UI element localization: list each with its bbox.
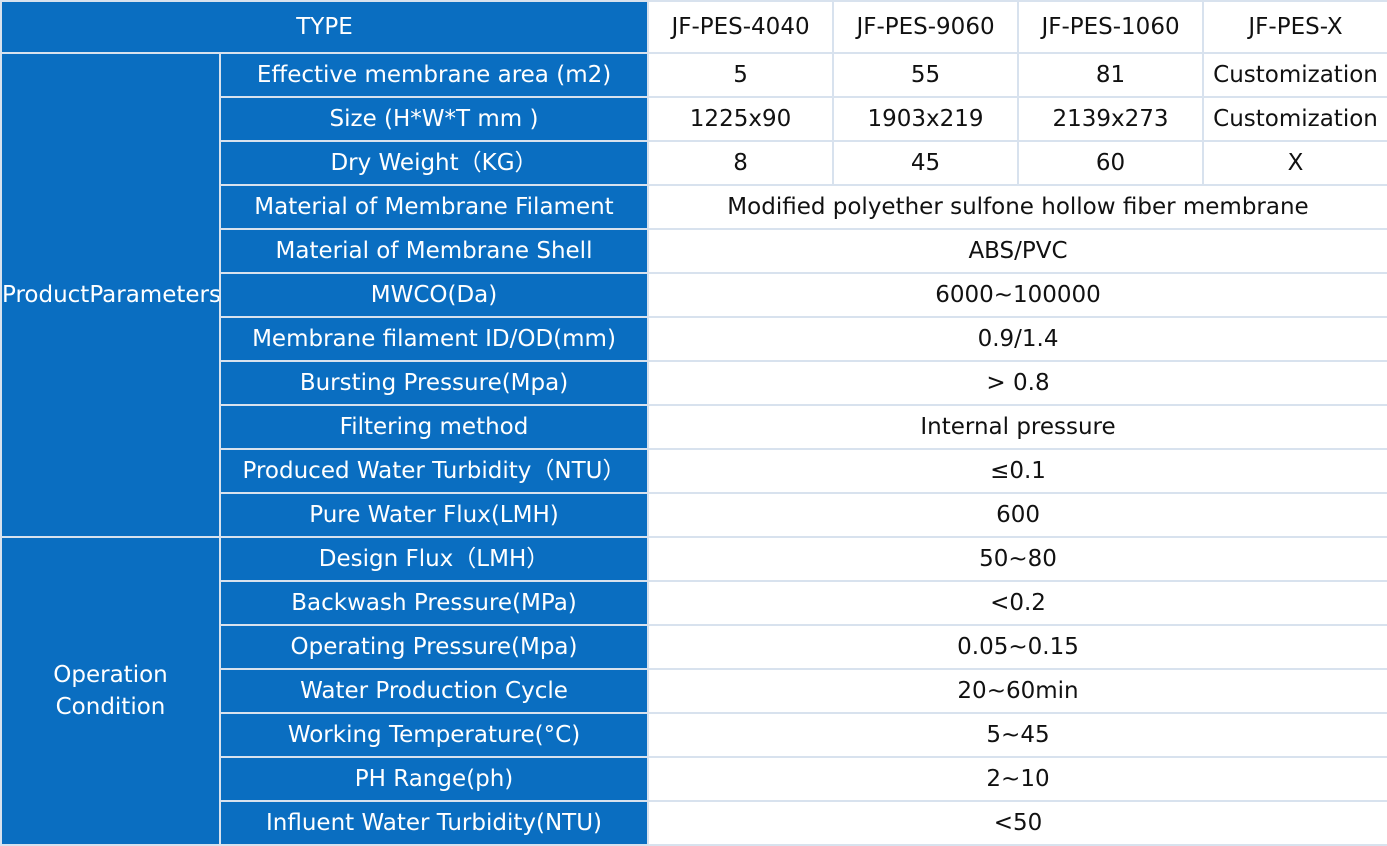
row-label: Effective membrane area (m2): [218, 52, 650, 98]
row-label: Working Temperature(°C): [218, 712, 650, 758]
value-cell: Internal pressure: [647, 404, 1387, 450]
value-cell: Customization: [1202, 52, 1387, 98]
group-label-line: Condition: [55, 694, 166, 720]
model-header-cell: JF-PES-X: [1202, 0, 1387, 54]
value-cell: 8: [647, 140, 835, 186]
model-header-cell: JF-PES-4040: [647, 0, 835, 54]
model-header-cell: JF-PES-1060: [1017, 0, 1205, 54]
value-cell: 2~10: [647, 756, 1387, 802]
value-cell: 1903x219: [832, 96, 1020, 142]
row-label: Operating Pressure(Mpa): [218, 624, 650, 670]
table-row: Dry Weight（KG） 8 45 60 X: [1, 140, 1387, 186]
value-cell: 0.05~0.15: [647, 624, 1387, 670]
row-label: Material of Membrane Shell: [218, 228, 650, 274]
row-label: Dry Weight（KG）: [218, 140, 650, 186]
table-row: Produced Water Turbidity（NTU） ≤0.1: [1, 448, 1387, 494]
row-label: PH Range(ph): [218, 756, 650, 802]
table-row: Material of Membrane Filament Modified p…: [1, 184, 1387, 230]
header-row: TYPE JF-PES-4040 JF-PES-9060 JF-PES-1060…: [0, 0, 1387, 54]
table-row: Working Temperature(°C) 5~45: [1, 712, 1387, 758]
table-row: ProductParameters Effective membrane are…: [0, 52, 1387, 538]
value-cell: > 0.8: [647, 360, 1387, 406]
table-row: Membrane filament ID/OD(mm) 0.9/1.4: [1, 316, 1387, 362]
row-label: Size (H*W*T mm ): [218, 96, 650, 142]
value-cell: Customization: [1202, 96, 1387, 142]
value-cell: 60: [1017, 140, 1205, 186]
table-row: Water Production Cycle 20~60min: [1, 668, 1387, 714]
row-label: Influent Water Turbidity(NTU): [218, 800, 650, 846]
table-row: Influent Water Turbidity(NTU) <50: [1, 800, 1387, 846]
type-header-cell: TYPE: [0, 0, 650, 54]
value-cell: <0.2: [647, 580, 1387, 626]
group-label-product-parameters: ProductParameters: [0, 52, 221, 538]
value-cell: 1225x90: [647, 96, 835, 142]
value-cell: Modified polyether sulfone hollow fiber …: [647, 184, 1387, 230]
value-cell: ABS/PVC: [647, 228, 1387, 274]
value-cell: 5: [647, 52, 835, 98]
value-cell: X: [1202, 140, 1387, 186]
table-row: Filtering method Internal pressure: [1, 404, 1387, 450]
table-row: Pure Water Flux(LMH) 600: [1, 492, 1387, 538]
row-label: Pure Water Flux(LMH): [218, 492, 650, 538]
row-label: Bursting Pressure(Mpa): [218, 360, 650, 406]
value-cell: 5~45: [647, 712, 1387, 758]
table-row: Bursting Pressure(Mpa) > 0.8: [1, 360, 1387, 406]
table-row: Operating Pressure(Mpa) 0.05~0.15: [1, 624, 1387, 670]
value-cell: 55: [832, 52, 1020, 98]
row-label: Design Flux（LMH）: [218, 536, 650, 582]
table-row: MWCO(Da) 6000~100000: [1, 272, 1387, 318]
group-label-line: Operation: [53, 661, 168, 688]
row-label: Membrane filament ID/OD(mm): [218, 316, 650, 362]
value-cell: 600: [647, 492, 1387, 538]
table-row: PH Range(ph) 2~10: [1, 756, 1387, 802]
group-label-operation-condition: Operation Condition: [0, 536, 221, 846]
value-cell: ≤0.1: [647, 448, 1387, 494]
row-label: Water Production Cycle: [218, 668, 650, 714]
value-cell: 6000~100000: [647, 272, 1387, 318]
value-cell: 0.9/1.4: [647, 316, 1387, 362]
table-row: Operation Condition Design Flux（LMH） 50~8…: [0, 536, 1387, 846]
value-cell: 45: [832, 140, 1020, 186]
value-cell: 20~60min: [647, 668, 1387, 714]
value-cell: 50~80: [647, 536, 1387, 582]
value-cell: 2139x273: [1017, 96, 1205, 142]
row-label: Backwash Pressure(MPa): [218, 580, 650, 626]
value-cell: <50: [647, 800, 1387, 846]
table-row: Size (H*W*T mm ) 1225x90 1903x219 2139x2…: [1, 96, 1387, 142]
row-label: Filtering method: [218, 404, 650, 450]
value-cell: 81: [1017, 52, 1205, 98]
row-label: Produced Water Turbidity（NTU）: [218, 448, 650, 494]
table-row: Material of Membrane Shell ABS/PVC: [1, 228, 1387, 274]
row-label: MWCO(Da): [218, 272, 650, 318]
model-header-cell: JF-PES-9060: [832, 0, 1020, 54]
row-label: Material of Membrane Filament: [218, 184, 650, 230]
